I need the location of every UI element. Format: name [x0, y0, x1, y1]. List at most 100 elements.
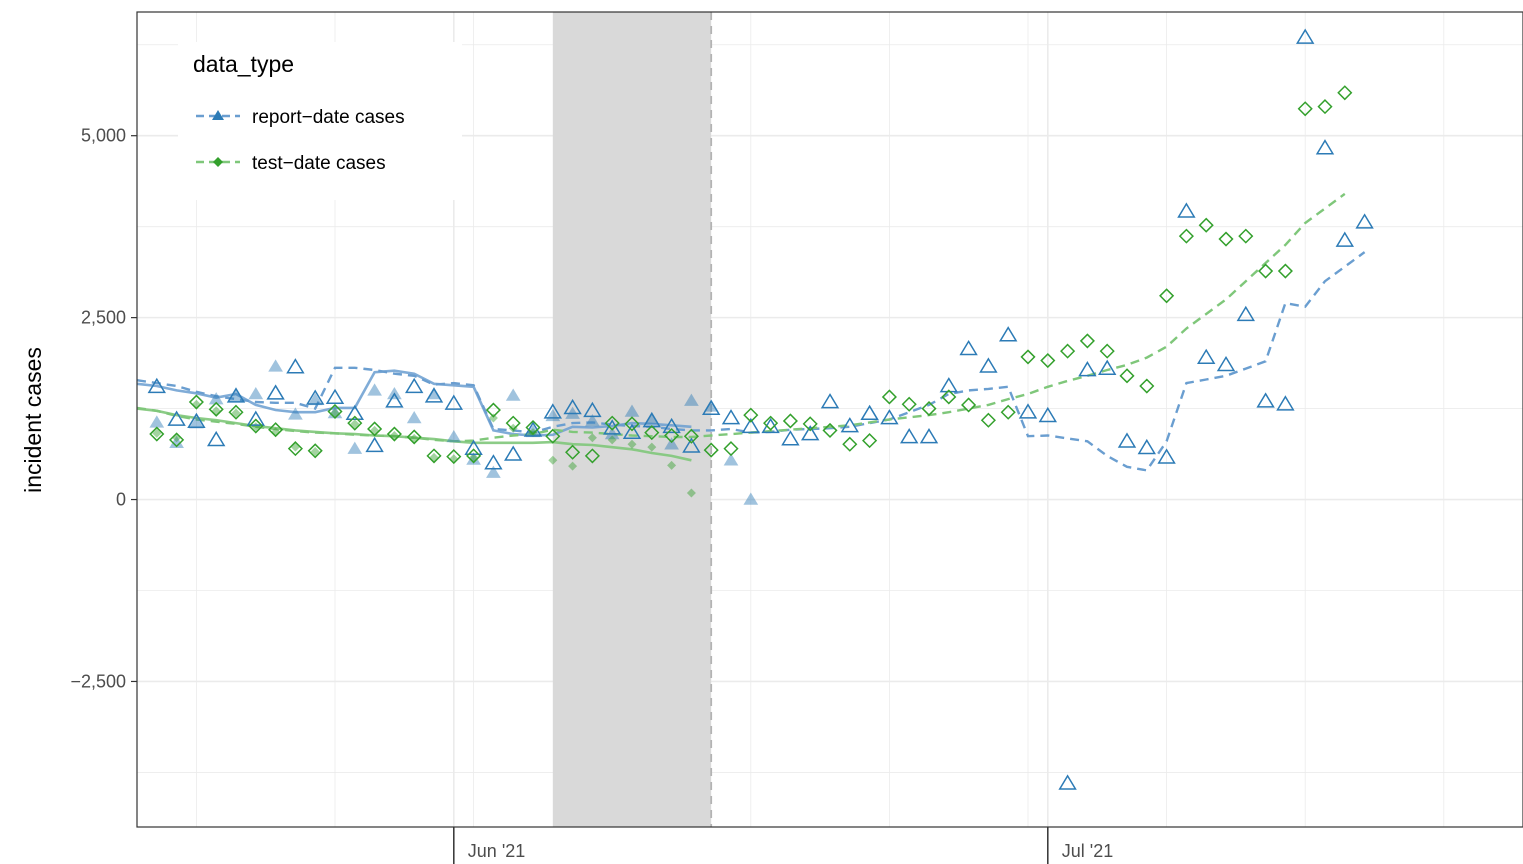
test-faded-point — [528, 428, 538, 438]
report-point — [1137, 438, 1157, 455]
test-point — [169, 432, 185, 448]
legend-title: data_type — [193, 51, 294, 77]
report-point — [1097, 359, 1117, 375]
test-point — [1238, 228, 1254, 244]
test-point — [1277, 263, 1293, 279]
report-faded-point — [624, 404, 640, 417]
report-point — [741, 417, 760, 434]
report-faded-point — [406, 411, 422, 424]
test-point — [1258, 263, 1274, 279]
report-point — [1157, 448, 1176, 464]
test-point — [1159, 288, 1175, 304]
legend-label-report: report−date cases — [252, 107, 405, 128]
y-tick-label: 2,500 — [81, 308, 126, 328]
test-point — [1297, 101, 1313, 117]
y-tick-label: 5,000 — [81, 126, 126, 146]
test-point — [1337, 85, 1353, 101]
plot-panel-border — [136, 11, 1523, 828]
test-faded-point — [350, 419, 360, 429]
report-faded-point — [288, 407, 303, 420]
test-point — [644, 425, 660, 441]
legend-background — [178, 42, 462, 200]
test-point — [1119, 368, 1135, 384]
report-point — [860, 404, 879, 421]
report-point — [1236, 305, 1256, 322]
test-point — [802, 416, 818, 432]
test-faded-point — [686, 488, 696, 498]
test-point — [485, 402, 501, 418]
test-faded-point — [647, 442, 657, 452]
report-point — [207, 430, 226, 447]
test-point — [862, 433, 878, 449]
report-point — [306, 389, 325, 405]
test-point — [763, 415, 779, 431]
report-point — [999, 326, 1018, 342]
report-point — [365, 436, 384, 453]
test-faded-point — [607, 435, 617, 445]
report-faded-point — [228, 389, 244, 402]
report-point — [820, 393, 840, 409]
report-faded-point — [367, 383, 382, 396]
shaded-region — [552, 12, 713, 827]
report-point — [603, 419, 622, 435]
test-faded-point — [231, 408, 241, 418]
report-point — [405, 377, 424, 394]
report-faded-point — [446, 429, 462, 443]
test-point — [287, 441, 303, 457]
test-point — [268, 422, 284, 438]
test-point — [525, 419, 541, 436]
test-point — [723, 441, 739, 457]
x-tick-label: Jul '21 — [1062, 841, 1113, 861]
report-point — [979, 357, 998, 373]
report-point — [721, 409, 741, 425]
report-point — [444, 394, 463, 410]
report-point — [1355, 213, 1374, 229]
test-faded-point — [548, 455, 558, 465]
test-point — [307, 443, 323, 459]
report-point — [1078, 361, 1097, 377]
test-point — [1040, 352, 1056, 369]
test-point — [1139, 378, 1155, 394]
report-point — [1117, 432, 1137, 448]
test-point — [941, 389, 957, 405]
legend-key-report-marker — [212, 110, 224, 120]
legend-key-test-marker — [213, 157, 223, 167]
test-point — [1060, 343, 1076, 359]
y-tick-label: −2,500 — [70, 671, 126, 691]
test-point — [208, 401, 224, 417]
test-point — [961, 397, 977, 413]
report-faded-point — [466, 452, 481, 465]
report-faded-point — [525, 424, 541, 438]
test-point — [1020, 349, 1036, 365]
test-point — [1099, 343, 1115, 359]
test-point — [782, 413, 798, 429]
report-faded-point — [684, 393, 699, 406]
report-solid-line — [136, 369, 692, 437]
x-tick-label: Jun '21 — [468, 841, 525, 861]
report-point — [1038, 406, 1058, 423]
report-point — [464, 439, 483, 455]
test-point — [901, 396, 917, 412]
report-faded-point — [585, 413, 600, 427]
report-point — [325, 388, 345, 405]
test-point — [228, 404, 244, 420]
test-faded-point — [568, 461, 578, 471]
test-point — [842, 436, 858, 452]
report-faded-point — [664, 437, 679, 450]
test-point — [921, 401, 937, 417]
report-point — [266, 384, 285, 400]
report-faded-point — [347, 441, 363, 454]
test-faded-point — [587, 433, 597, 443]
test-point — [327, 403, 343, 420]
report-faded-point — [189, 416, 204, 429]
test-point — [149, 426, 165, 442]
report-faded-point — [307, 392, 323, 406]
report-point — [939, 377, 958, 393]
test-point — [683, 428, 699, 444]
test-point — [881, 389, 897, 405]
report-point — [1256, 392, 1275, 408]
test-faded-point — [667, 460, 677, 470]
report-point — [424, 387, 444, 403]
legend: data_type report−date cases test−date ca… — [178, 42, 462, 200]
